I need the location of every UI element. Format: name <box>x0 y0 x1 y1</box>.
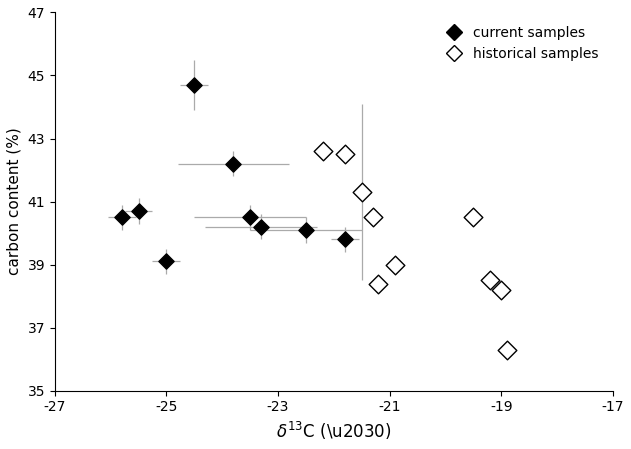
X-axis label: $\delta^{13}$C (\u2030): $\delta^{13}$C (\u2030) <box>276 420 392 442</box>
Point <box>340 151 350 158</box>
Point <box>117 214 127 221</box>
Point <box>317 148 327 155</box>
Point <box>189 81 199 88</box>
Point <box>390 261 400 268</box>
Legend: current samples, historical samples: current samples, historical samples <box>433 19 606 68</box>
Point <box>134 207 144 215</box>
Point <box>485 277 495 284</box>
Point <box>496 286 506 293</box>
Point <box>368 214 378 221</box>
Point <box>228 160 239 167</box>
Y-axis label: carbon content (%): carbon content (%) <box>7 128 22 275</box>
Point <box>374 280 384 287</box>
Point <box>301 226 311 233</box>
Point <box>468 214 478 221</box>
Point <box>162 258 172 265</box>
Point <box>256 223 266 230</box>
Point <box>245 214 255 221</box>
Point <box>502 346 512 353</box>
Point <box>357 189 367 196</box>
Point <box>340 236 350 243</box>
